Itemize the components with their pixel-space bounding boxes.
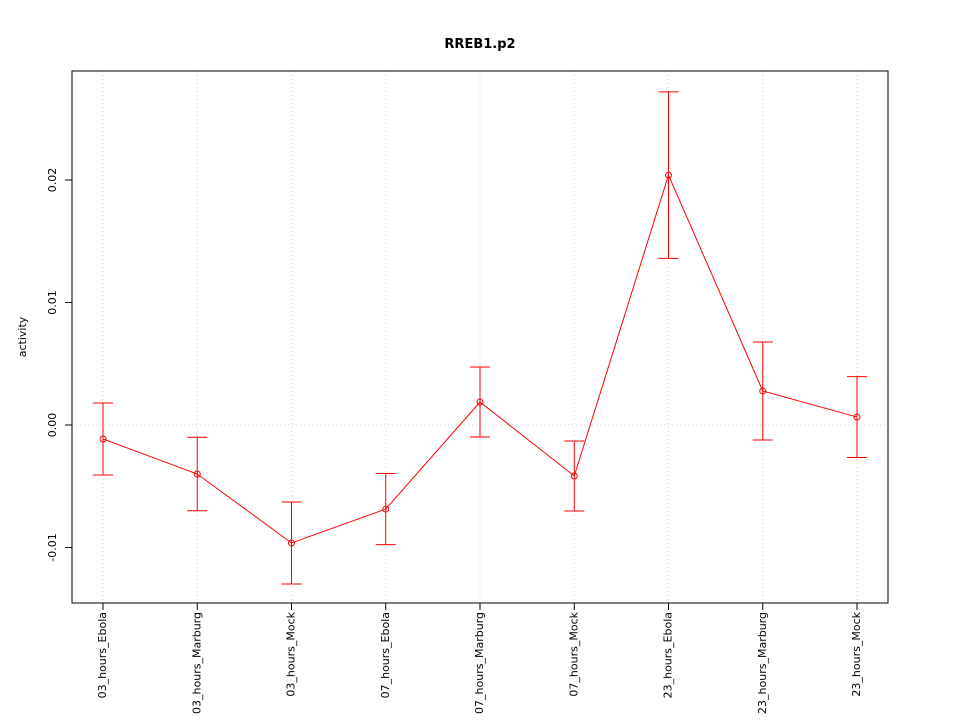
chart-title: RREB1.p2 [444, 37, 515, 52]
y-axis-label: activity [16, 316, 29, 357]
point [476, 398, 484, 406]
y-tick-label: -0.01 [46, 533, 59, 561]
point [759, 387, 767, 395]
error-bar [375, 473, 396, 546]
x-tick-label: 23_hours_Ebola [662, 612, 675, 698]
x-tick-label: 03_hours_Marburg [190, 612, 203, 714]
error-bar [281, 501, 302, 585]
error-bar [470, 366, 490, 438]
error-bar [93, 402, 113, 476]
point [382, 505, 390, 513]
error-bar [187, 436, 208, 512]
point [99, 435, 107, 443]
x-tick-label: 07_hours_Marburg [473, 612, 486, 714]
point [288, 539, 295, 547]
error-bar [752, 341, 773, 441]
error-bar [658, 91, 679, 259]
x-tick-label: 03_hours_Mock [285, 611, 298, 696]
y-tick-label: 0.01 [46, 290, 59, 315]
point [570, 472, 578, 480]
x-tick-label: 07_hours_Mock [567, 611, 580, 696]
point [193, 470, 201, 478]
x-tick-label: 23_hours_Marburg [756, 612, 769, 714]
error-bar [564, 440, 585, 512]
point [665, 171, 672, 179]
point [853, 413, 861, 421]
x-tick-label: 07_hours_Ebola [379, 612, 392, 698]
y-tick-label: 0.02 [46, 168, 59, 193]
error-bar [847, 376, 867, 458]
x-tick-label: 23_hours_Mock [850, 611, 863, 696]
y-tick-label: 0.00 [46, 413, 59, 438]
x-tick-label: 03_hours_Ebola [96, 612, 109, 698]
